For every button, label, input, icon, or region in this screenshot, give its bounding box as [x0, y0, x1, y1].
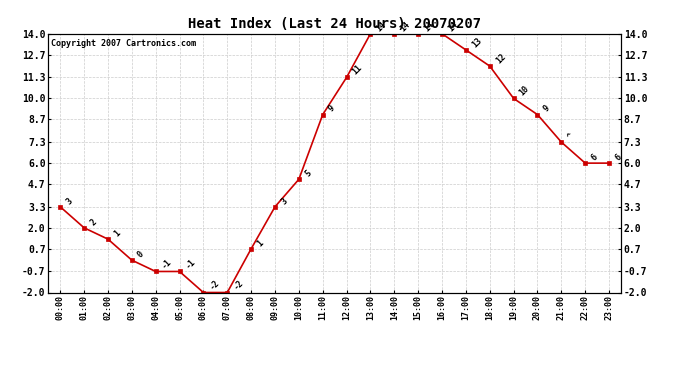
- Text: ^: ^: [566, 131, 575, 141]
- Text: 13: 13: [470, 36, 484, 49]
- Text: -2: -2: [208, 278, 221, 292]
- Text: 12: 12: [494, 52, 507, 65]
- Text: 0: 0: [136, 249, 146, 259]
- Text: 6: 6: [613, 153, 623, 162]
- Text: 9: 9: [327, 104, 337, 114]
- Text: 2: 2: [88, 217, 98, 227]
- Title: Heat Index (Last 24 Hours) 20070207: Heat Index (Last 24 Hours) 20070207: [188, 17, 481, 31]
- Text: 6: 6: [589, 153, 600, 162]
- Text: 5: 5: [303, 169, 313, 178]
- Text: 1: 1: [255, 238, 265, 248]
- Text: 14: 14: [422, 20, 436, 33]
- Text: 1: 1: [112, 228, 122, 238]
- Text: -1: -1: [160, 257, 173, 271]
- Text: 14: 14: [446, 20, 460, 33]
- Text: -1: -1: [184, 257, 197, 271]
- Text: 14: 14: [375, 20, 388, 33]
- Text: Copyright 2007 Cartronics.com: Copyright 2007 Cartronics.com: [51, 39, 196, 48]
- Text: 3: 3: [64, 196, 75, 206]
- Text: 9: 9: [542, 104, 551, 114]
- Text: 11: 11: [351, 63, 364, 76]
- Text: 14: 14: [398, 20, 412, 33]
- Text: -2: -2: [231, 278, 245, 292]
- Text: 3: 3: [279, 196, 289, 206]
- Text: 10: 10: [518, 84, 531, 98]
